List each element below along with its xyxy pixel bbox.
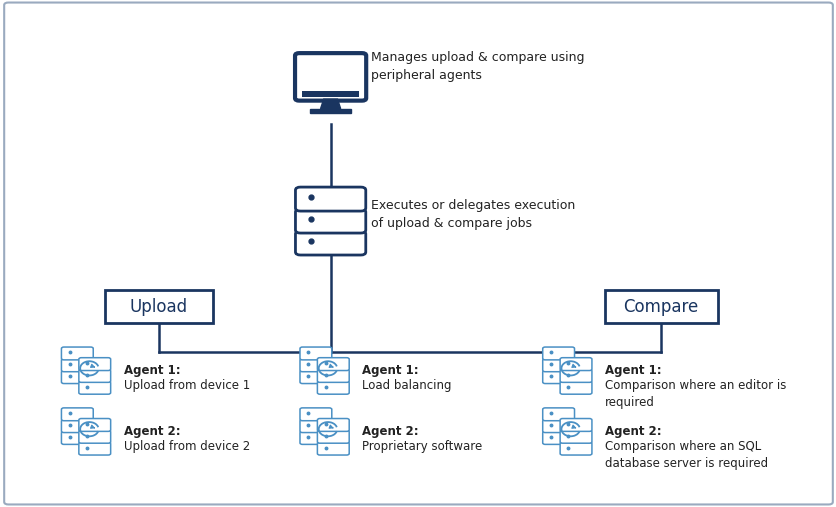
FancyBboxPatch shape: [559, 442, 591, 455]
Text: Upload from device 1: Upload from device 1: [124, 379, 250, 392]
FancyBboxPatch shape: [317, 381, 349, 394]
Text: Agent 1:: Agent 1:: [604, 364, 661, 377]
FancyBboxPatch shape: [559, 419, 591, 431]
Text: Agent 2:: Agent 2:: [604, 424, 661, 438]
FancyBboxPatch shape: [542, 347, 573, 360]
FancyBboxPatch shape: [61, 408, 93, 421]
FancyBboxPatch shape: [79, 430, 110, 443]
FancyBboxPatch shape: [4, 3, 832, 504]
Text: Load balancing: Load balancing: [362, 379, 451, 392]
FancyBboxPatch shape: [604, 290, 717, 323]
FancyBboxPatch shape: [542, 359, 573, 372]
FancyBboxPatch shape: [61, 359, 93, 372]
FancyBboxPatch shape: [61, 347, 93, 360]
FancyBboxPatch shape: [299, 347, 331, 360]
Polygon shape: [320, 99, 340, 108]
FancyBboxPatch shape: [317, 419, 349, 431]
Bar: [302, 91, 359, 96]
FancyBboxPatch shape: [559, 430, 591, 443]
FancyBboxPatch shape: [299, 420, 331, 432]
FancyBboxPatch shape: [317, 370, 349, 382]
Bar: [310, 108, 350, 113]
Text: Proprietary software: Proprietary software: [362, 440, 482, 453]
FancyBboxPatch shape: [559, 381, 591, 394]
Text: Comparison where an editor is
required: Comparison where an editor is required: [604, 379, 786, 409]
FancyBboxPatch shape: [299, 431, 331, 444]
FancyBboxPatch shape: [61, 371, 93, 383]
Text: Agent 2:: Agent 2:: [362, 424, 419, 438]
FancyBboxPatch shape: [542, 371, 573, 383]
Text: Agent 2:: Agent 2:: [124, 424, 181, 438]
FancyBboxPatch shape: [299, 408, 331, 421]
Text: Manages upload & compare using
peripheral agents: Manages upload & compare using periphera…: [370, 51, 584, 83]
FancyBboxPatch shape: [295, 209, 365, 233]
Text: Executes or delegates execution
of upload & compare jobs: Executes or delegates execution of uploa…: [370, 199, 574, 230]
FancyBboxPatch shape: [61, 420, 93, 432]
Text: Agent 1:: Agent 1:: [362, 364, 419, 377]
FancyBboxPatch shape: [299, 359, 331, 372]
FancyBboxPatch shape: [294, 53, 366, 100]
FancyBboxPatch shape: [79, 370, 110, 382]
FancyBboxPatch shape: [79, 358, 110, 371]
FancyBboxPatch shape: [79, 442, 110, 455]
Text: Upload from device 2: Upload from device 2: [124, 440, 250, 453]
FancyBboxPatch shape: [559, 358, 591, 371]
Text: Compare: Compare: [623, 298, 698, 316]
Text: Upload: Upload: [130, 298, 188, 316]
FancyBboxPatch shape: [295, 187, 365, 211]
Text: Comparison where an SQL
database server is required: Comparison where an SQL database server …: [604, 440, 767, 469]
FancyBboxPatch shape: [317, 358, 349, 371]
FancyBboxPatch shape: [317, 430, 349, 443]
FancyBboxPatch shape: [295, 231, 365, 255]
FancyBboxPatch shape: [79, 419, 110, 431]
FancyBboxPatch shape: [104, 290, 213, 323]
FancyBboxPatch shape: [79, 381, 110, 394]
FancyBboxPatch shape: [61, 431, 93, 444]
FancyBboxPatch shape: [559, 370, 591, 382]
FancyBboxPatch shape: [299, 371, 331, 383]
Text: Agent 1:: Agent 1:: [124, 364, 181, 377]
FancyBboxPatch shape: [317, 442, 349, 455]
FancyBboxPatch shape: [542, 431, 573, 444]
FancyBboxPatch shape: [542, 420, 573, 432]
FancyBboxPatch shape: [542, 408, 573, 421]
